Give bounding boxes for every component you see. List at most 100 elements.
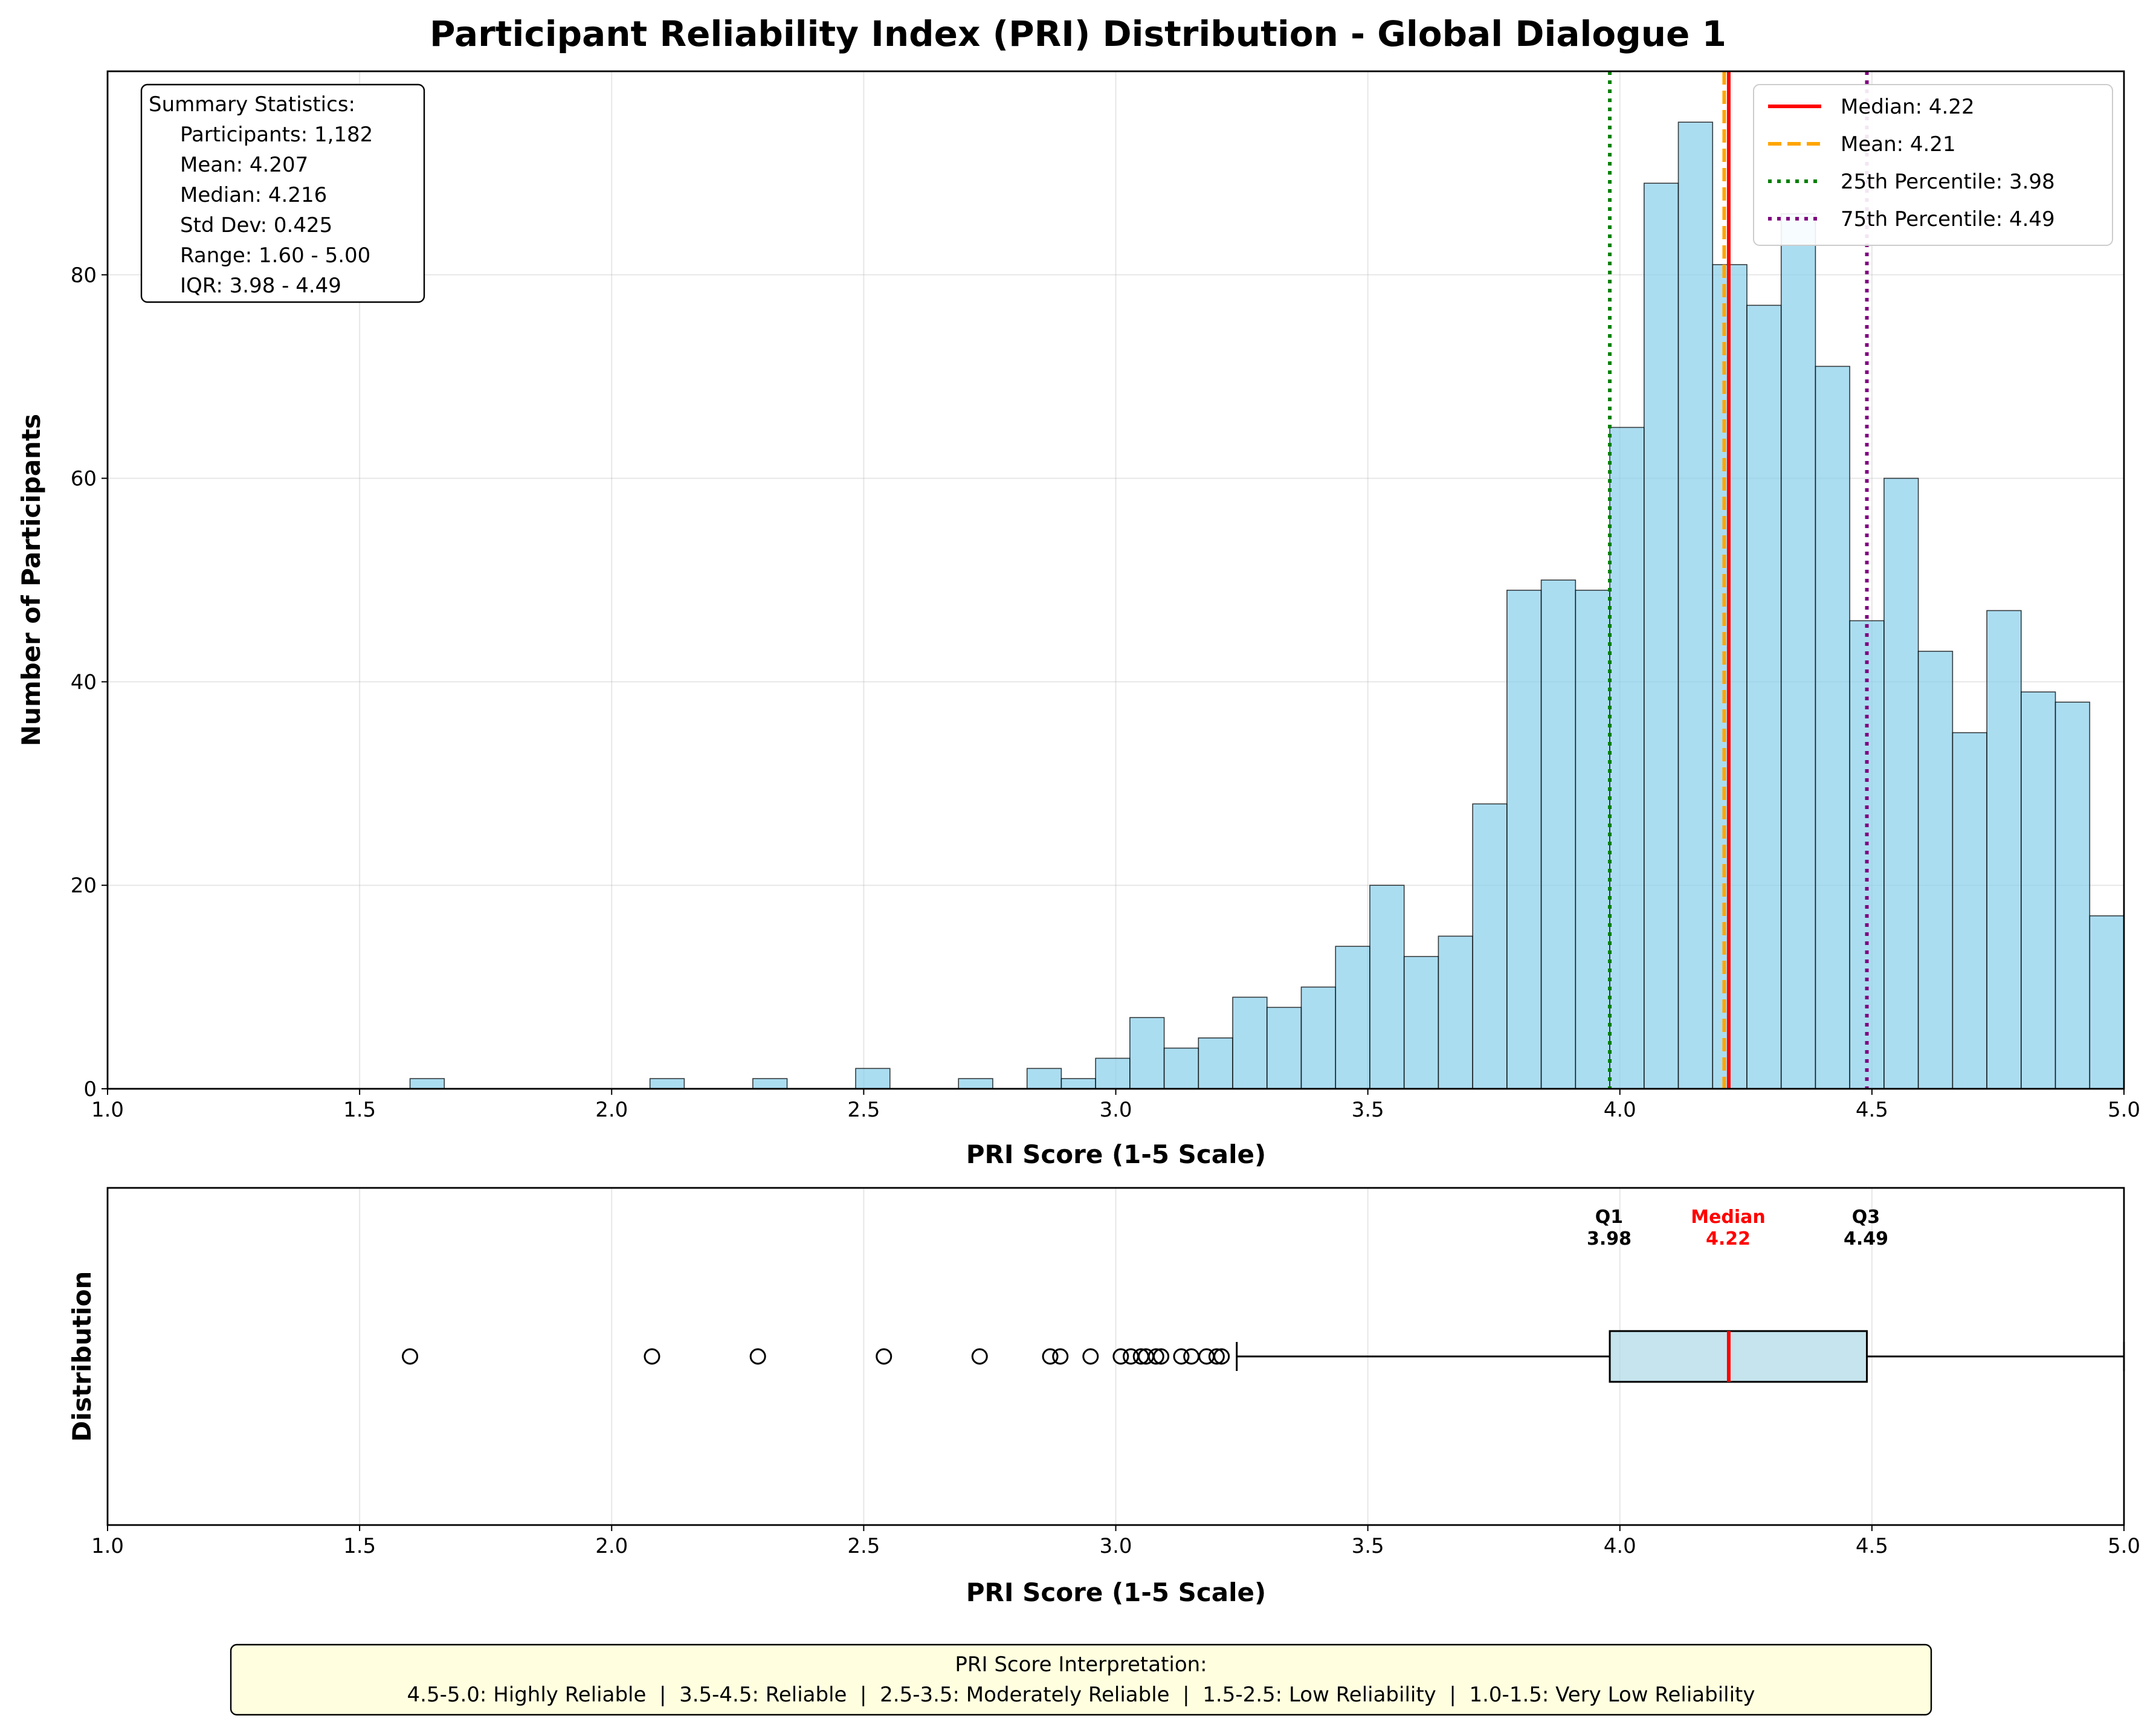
- histogram-y-ticks: 0 20 40 60 80: [71, 263, 108, 1101]
- outlier-point: [1112, 1348, 1129, 1365]
- histogram-bar: [2021, 691, 2056, 1089]
- histogram-bar: [1335, 946, 1370, 1089]
- boxplot-marks: [402, 1330, 2125, 1383]
- histogram-y-tick-label: 40: [71, 670, 97, 694]
- outlier-point: [1153, 1348, 1170, 1365]
- stats-line: Participants: 1,182: [180, 123, 373, 147]
- histogram-bar: [1129, 1017, 1165, 1089]
- histogram-y-tick-label: 20: [71, 874, 97, 898]
- chart-title: Participant Reliability Index (PRI) Dist…: [430, 13, 1726, 54]
- outlier-point: [971, 1348, 988, 1365]
- histogram-bar: [1883, 477, 1919, 1089]
- outlier-point: [1147, 1348, 1164, 1365]
- histogram-bar: [1986, 610, 2022, 1089]
- stats-line: Median: 4.216: [180, 183, 327, 207]
- boxplot-y-label: Distribution: [67, 1271, 97, 1442]
- reference-lines: [1608, 71, 1869, 1089]
- histogram-x-tick-label: 3.5: [1352, 1098, 1384, 1122]
- histogram-x-tick-label: 2.5: [847, 1098, 880, 1122]
- median-label-name: Median: [1691, 1207, 1766, 1228]
- boxplot-x-tick-label: 5.0: [2108, 1534, 2140, 1558]
- histogram-x-tick-label: 1.5: [343, 1098, 376, 1122]
- histogram-bar: [1917, 651, 1954, 1089]
- boxplot-x-tick-label: 4.5: [1856, 1534, 1888, 1558]
- boxplot-x-ticks: 1.0 1.5 2.0 2.5 3.0 3.5 4.0 4.5 5.0: [91, 1525, 2140, 1558]
- outlier-point: [1208, 1348, 1225, 1365]
- histogram-bar: [1163, 1047, 1199, 1089]
- median-label-value: 4.22: [1706, 1228, 1751, 1250]
- histogram-bar: [1540, 579, 1577, 1089]
- histogram-x-ticks: 1.0 1.5 2.0 2.5 3.0 3.5 4.0 4.5 5.0: [91, 1089, 2140, 1122]
- histogram-x-tick-label: 4.5: [1856, 1098, 1888, 1122]
- histogram-x-tick-label: 3.0: [1099, 1098, 1132, 1122]
- histogram-x-tick-label: 5.0: [2108, 1098, 2140, 1122]
- interquartile-box: [1609, 1330, 1868, 1383]
- histogram-bar: [1746, 305, 1782, 1089]
- histogram-bar: [2089, 915, 2125, 1089]
- outlier-point: [749, 1348, 766, 1365]
- histogram-bar: [1609, 427, 1645, 1089]
- interpretation-box: PRI Score Interpretation: 4.5-5.0: Highl…: [230, 1643, 1932, 1716]
- legend-p25-label: 25th Percentile: 3.98: [1841, 170, 2055, 194]
- boxplot-x-tick-label: 2.5: [847, 1534, 880, 1558]
- interpretation-header: PRI Score Interpretation:: [955, 1653, 1207, 1677]
- q3-label-value: 4.49: [1844, 1228, 1888, 1250]
- stats-line: Mean: 4.207: [180, 153, 308, 177]
- histogram-bar: [752, 1078, 788, 1089]
- histogram-y-tick-label: 80: [71, 263, 97, 288]
- outlier-point: [876, 1348, 892, 1365]
- histogram-bar: [1815, 366, 1850, 1089]
- histogram-bar: [1506, 590, 1542, 1089]
- histogram-x-label: PRI Score (1-5 Scale): [966, 1140, 1266, 1169]
- histogram-bar: [1026, 1068, 1062, 1089]
- boxplot-x-tick-label: 4.0: [1604, 1534, 1636, 1558]
- histogram-bar: [958, 1078, 993, 1089]
- outlier-point: [1082, 1348, 1099, 1365]
- histogram-bar: [1677, 121, 1714, 1089]
- outlier-point: [644, 1348, 660, 1365]
- histogram-bar: [1438, 935, 1473, 1089]
- histogram-bar: [409, 1078, 445, 1089]
- outlier-point: [1173, 1348, 1190, 1365]
- histogram-bar: [1952, 732, 1987, 1089]
- histogram-bar: [1643, 182, 1679, 1089]
- histogram-bar: [1369, 885, 1405, 1089]
- histogram-bar: [1575, 590, 1610, 1089]
- q1-label-name: Q1: [1595, 1207, 1623, 1228]
- q3-label-name: Q3: [1852, 1207, 1880, 1228]
- histogram-bar: [649, 1078, 685, 1089]
- histogram-bar: [2054, 701, 2091, 1089]
- histogram-x-tick-label: 4.0: [1604, 1098, 1636, 1122]
- histogram-x-tick-label: 2.0: [595, 1098, 628, 1122]
- boxplot-panel: 1.0 1.5 2.0 2.5 3.0 3.5 4.0 4.5 5.0 PRI Score (1…: [67, 1187, 2140, 1607]
- boxplot-x-label: PRI Score (1-5 Scale): [966, 1578, 1266, 1607]
- histogram-bar: [1403, 956, 1439, 1089]
- stats-header: Summary Statistics:: [149, 92, 355, 117]
- histogram-bar: [1095, 1057, 1131, 1089]
- histogram-bars: [409, 121, 2125, 1089]
- histogram-bar: [1300, 986, 1337, 1089]
- boxplot-x-tick-label: 2.0: [595, 1534, 628, 1558]
- histogram-bar: [1060, 1078, 1096, 1089]
- outlier-point: [1213, 1348, 1230, 1365]
- outlier-point: [1052, 1348, 1069, 1365]
- legend: Median: 4.22 Mean: 4.21 25th Percentile:…: [1753, 84, 2113, 246]
- interpretation-text: 4.5-5.0: Highly Reliable | 3.5-4.5: Reli…: [407, 1683, 1755, 1707]
- stats-line: Range: 1.60 - 5.00: [180, 243, 370, 268]
- boxplot-x-tick-label: 1.5: [343, 1534, 376, 1558]
- histogram-bar: [1780, 213, 1816, 1089]
- histogram-y-tick-label: 0: [83, 1077, 97, 1101]
- boxplot-x-tick-label: 1.0: [91, 1534, 124, 1558]
- histogram-bar: [855, 1068, 891, 1089]
- histogram-bar: [1198, 1037, 1233, 1089]
- boxplot-x-tick-label: 3.5: [1352, 1534, 1384, 1558]
- stats-line: IQR: 3.98 - 4.49: [180, 274, 341, 298]
- histogram-y-label: Number of Participants: [16, 414, 46, 746]
- histogram-bar: [1232, 996, 1268, 1089]
- histogram-panel: 1.0 1.5 2.0 2.5 3.0 3.5 4.0 4.5 5.0 0 20 40 60 80 PR…: [16, 70, 2140, 1169]
- q1-label-value: 3.98: [1587, 1228, 1632, 1250]
- histogram-y-tick-label: 60: [71, 467, 97, 491]
- summary-stats-box: Summary Statistics: Participants: 1,182 …: [140, 83, 425, 303]
- histogram-bar: [1266, 1007, 1302, 1089]
